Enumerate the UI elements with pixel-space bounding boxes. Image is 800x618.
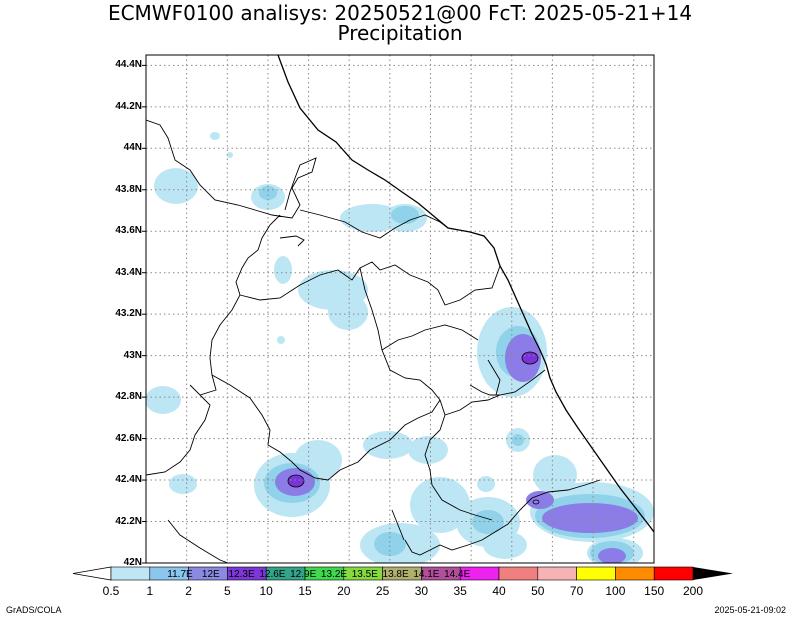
colorbar-lon-label: 13.5E [352,569,378,580]
precip-purple [288,352,538,487]
colorbar-low-triangle [72,566,112,581]
colorbar-lon-label: 14.1E [413,569,439,580]
regional-borders [146,119,601,563]
colorbar-segment [653,566,694,581]
colorbar-value-label: 200 [682,584,704,598]
coastline [277,55,654,533]
colorbar-segment [498,566,539,581]
colorbar-value-label: 100 [605,584,626,598]
colorbar-value-label: 10 [259,584,273,598]
lat-label: 44.2N [115,100,142,112]
colorbar-value-label: 50 [531,584,545,598]
colorbar-lon-label: 13.2E [321,569,347,580]
colorbar-lon-label: 13.8E [383,569,409,580]
lat-label: 42.6N [115,432,142,444]
lat-label: 43.8N [115,183,142,195]
colorbar-value-label: 35 [453,584,467,598]
chart-subtitle: Precipitation [337,21,463,45]
colorbar-value-label: 20 [337,584,351,598]
colorbar-value-label: 15 [298,584,312,598]
lat-label: 44N [123,142,142,154]
colorbar-segment [615,566,655,581]
lat-label: 43.6N [115,225,142,237]
lat-label: 43.4N [115,266,142,278]
colorbar-high-triangle [693,567,733,580]
colorbar-value-label: 0.5 [102,584,120,598]
colorbar-value-label: 150 [644,584,665,598]
colorbar-lon-label: 12.3E [229,569,255,580]
colorbar-lon-label: 12E [202,569,220,580]
lat-label: 42.2N [115,515,142,527]
colorbar-segment [537,566,577,581]
colorbar-value-label: 30 [414,584,429,598]
footer-timestamp: 2025-05-21-09:02 [714,605,786,615]
colorbar-segment [576,566,616,581]
colorbar-value-label: 5 [224,584,231,598]
colorbar-value-label: 2 [185,584,192,598]
chart-title: ECMWF0100 analisys: 20250521@00 FcT: 202… [107,1,693,25]
lat-label: 43.2N [115,308,142,320]
colorbar-value-label: 25 [375,584,390,598]
precipitation-field [146,132,654,563]
colorbar-value-label: 1 [146,584,154,598]
lat-label: 42.8N [115,391,142,403]
lat-label: 44.4N [115,59,142,71]
lat-label: 42.4N [115,474,142,486]
colorbar-segment [110,566,151,581]
colorbar-lon-label: 14.4E [444,569,470,580]
lat-label: 42N [123,557,142,568]
lat-label: 43N [123,349,142,361]
colorbar-lon-label: 11.7E [167,569,193,580]
precip-contours [287,351,540,505]
colorbar-lon-label: 12.6E [259,569,285,580]
footer-credit: GrADS/COLA [6,605,62,615]
colorbar-lon-label: 12.9E [290,569,316,580]
plot-frame [145,54,655,564]
colorbar: 11.7E 12E 12.3E 12.6E 12.9E 13.2E 13.5E 13.8E 14… [72,566,733,581]
map-grid [146,55,654,563]
lat-ticks [142,64,146,564]
colorbar-value-label: 40 [492,584,506,598]
colorbar-value-label: 70 [569,584,584,598]
